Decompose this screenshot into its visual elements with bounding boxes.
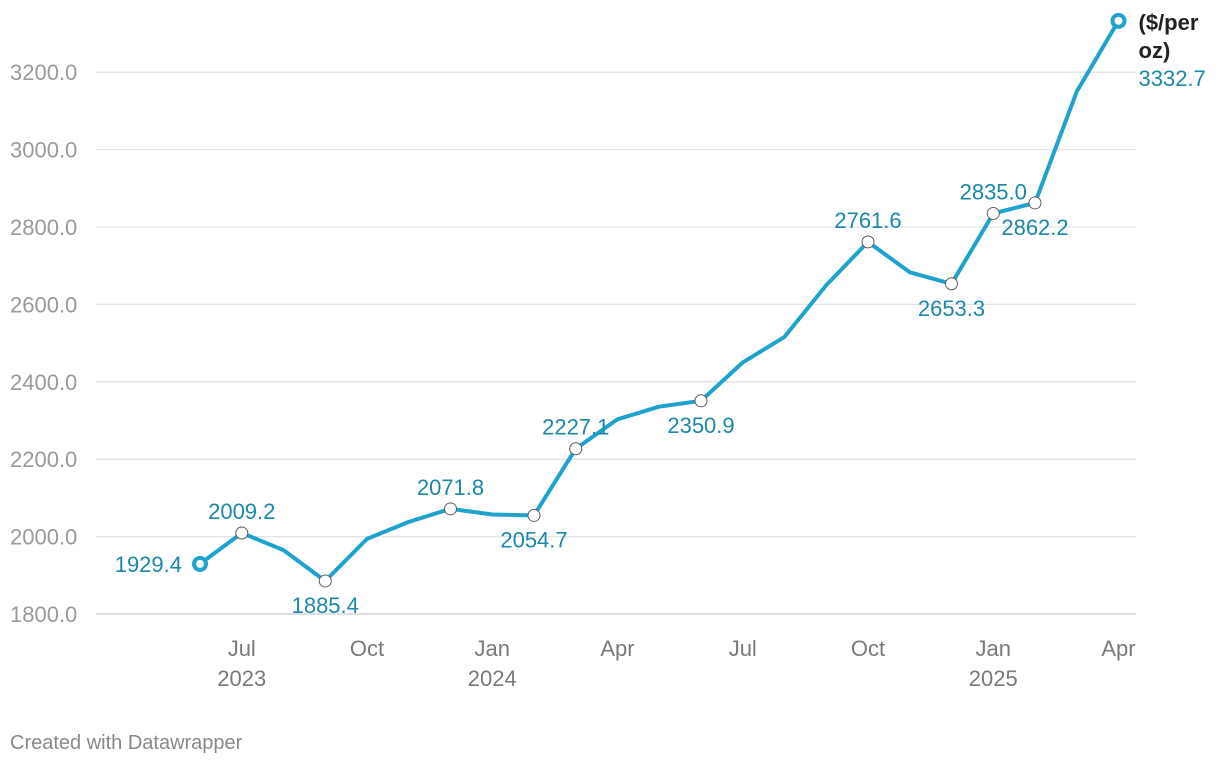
- series-line: [198, 18, 1121, 583]
- data-labels: 1929.4 2009.2 1885.4 2071.8 2054.7 2227.1 2350…: [115, 179, 1069, 617]
- y-axis: 1800.0 2000.0 2200.0 2400.0 2600.0 2800.0 3000…: [10, 60, 77, 627]
- data-point-marker: [527, 508, 541, 522]
- y-tick-label: 2400.0: [10, 370, 77, 395]
- data-point-marker: [569, 442, 583, 456]
- x-tick-label: Jan: [475, 636, 510, 661]
- gridlines: [96, 71, 1136, 615]
- series-start-marker: [192, 555, 208, 572]
- data-point-marker: [986, 206, 1000, 220]
- data-label: 2054.7: [500, 527, 567, 552]
- x-tick-label: Jul: [729, 636, 757, 661]
- series-end-label: ($/per oz) 3332.7: [1139, 10, 1206, 91]
- y-tick-label: 2000.0: [10, 525, 77, 550]
- x-tick-label: Jul: [228, 636, 256, 661]
- series-name-label: oz): [1139, 38, 1171, 63]
- data-point-markers: [192, 12, 1127, 588]
- line-chart: 1800.0 2000.0 2200.0 2400.0 2600.0 2800.0 3000…: [10, 10, 1206, 691]
- credit-text: Created with Datawrapper: [10, 732, 243, 754]
- x-tick-label: Jan: [976, 636, 1011, 661]
- data-point-marker: [945, 277, 958, 291]
- series-name-label: ($/per: [1139, 10, 1199, 35]
- series-last-value: 3332.7: [1139, 66, 1206, 91]
- y-tick-label: 2800.0: [10, 215, 77, 240]
- y-tick-label: 3200.0: [10, 60, 77, 85]
- x-tick-label: Apr: [1101, 636, 1135, 661]
- data-label: 1929.4: [115, 552, 182, 577]
- data-label: 2653.3: [918, 296, 985, 321]
- data-point-marker: [318, 574, 332, 588]
- data-label: 2009.2: [208, 499, 275, 524]
- data-point-marker: [861, 235, 875, 249]
- y-tick-label: 2200.0: [10, 447, 77, 472]
- y-tick-label: 1800.0: [10, 602, 77, 627]
- data-label: 2862.2: [1001, 215, 1068, 240]
- x-tick-year-label: 2025: [969, 666, 1018, 691]
- x-tick-year-label: 2023: [217, 666, 266, 691]
- x-tick-label: Oct: [851, 636, 885, 661]
- x-axis: Jul 2023 Oct Jan 2024 Apr Jul Oct Jan 2025 Apr: [217, 636, 1135, 691]
- y-tick-label: 2600.0: [10, 292, 77, 317]
- data-point-marker: [1028, 196, 1042, 210]
- data-point-marker: [444, 502, 457, 516]
- data-label: 1885.4: [292, 593, 359, 618]
- data-label: 2835.0: [960, 179, 1027, 204]
- x-tick-label: Oct: [350, 636, 384, 661]
- x-tick-year-label: 2024: [468, 666, 517, 691]
- data-label: 2350.9: [667, 413, 734, 438]
- data-point-marker: [235, 526, 249, 540]
- data-label: 2071.8: [417, 475, 484, 500]
- data-label: 2761.6: [834, 208, 901, 233]
- x-tick-label: Apr: [600, 636, 634, 661]
- data-label: 2227.1: [542, 415, 609, 440]
- data-point-marker: [694, 394, 708, 408]
- series-end-marker: [1110, 12, 1127, 29]
- y-tick-label: 3000.0: [10, 138, 77, 163]
